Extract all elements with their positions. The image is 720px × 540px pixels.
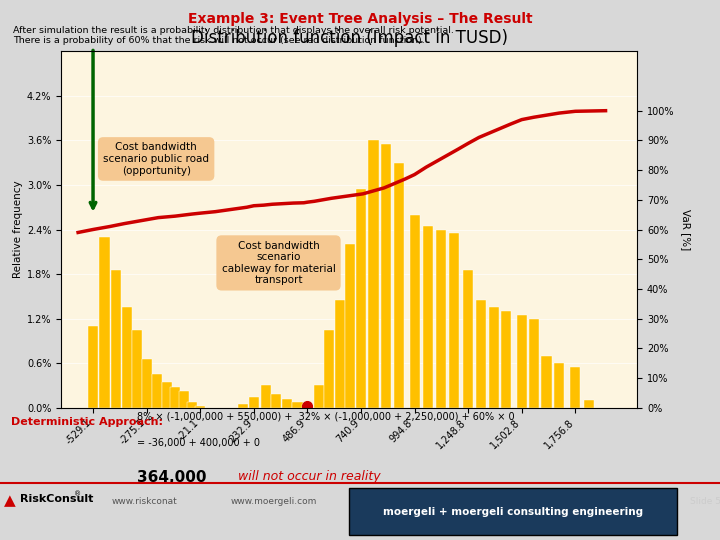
Bar — [394, 163, 404, 408]
Bar — [111, 271, 121, 408]
Text: ▲: ▲ — [4, 494, 15, 509]
Bar — [282, 399, 292, 408]
Bar — [423, 226, 433, 408]
Bar — [313, 386, 324, 408]
Bar — [476, 300, 486, 408]
Text: Slide 53: Slide 53 — [690, 497, 720, 507]
Bar — [122, 307, 132, 408]
Bar — [356, 188, 366, 408]
Bar — [381, 144, 391, 408]
Bar — [335, 300, 345, 408]
FancyBboxPatch shape — [349, 488, 677, 536]
Bar — [584, 400, 594, 408]
Bar — [463, 271, 473, 408]
Text: After simulation the result is a probability distribution that displays the over: After simulation the result is a probabi… — [13, 26, 454, 35]
Bar — [271, 394, 282, 408]
Bar — [302, 404, 312, 408]
Bar — [345, 244, 355, 408]
Bar — [501, 311, 511, 408]
Text: Cost bandwidth
scenario
cableway for material
transport: Cost bandwidth scenario cableway for mat… — [222, 240, 336, 285]
Bar — [410, 214, 420, 408]
Bar — [570, 367, 580, 408]
Bar — [261, 386, 271, 408]
Text: ®: ® — [74, 492, 81, 498]
Text: There is a probability of 60% that the risk will not occur (see red distribution: There is a probability of 60% that the r… — [13, 36, 425, 45]
Bar — [324, 330, 334, 408]
Text: www.riskconat: www.riskconat — [112, 497, 177, 507]
Title: Distribution function (Impact in TUSD): Distribution function (Impact in TUSD) — [191, 29, 508, 47]
Text: moergeli + moergeli consulting engineering: moergeli + moergeli consulting engineeri… — [383, 507, 644, 517]
Text: Cost bandwidth
scenario public road
(opportunity): Cost bandwidth scenario public road (opp… — [103, 143, 209, 176]
Bar — [99, 237, 109, 408]
Text: = -36,000 + 400,000 + 0: = -36,000 + 400,000 + 0 — [137, 438, 260, 448]
Text: Example 3: Event Tree Analysis – The Result: Example 3: Event Tree Analysis – The Res… — [188, 12, 532, 26]
Bar — [88, 326, 98, 408]
Text: 8% × (-1,000,000 + 550,000) +  32% × (-1,000,000 + 2,250,000) + 60% × 0: 8% × (-1,000,000 + 550,000) + 32% × (-1,… — [137, 411, 514, 422]
Y-axis label: Relative frequency: Relative frequency — [13, 181, 23, 278]
Bar — [142, 360, 152, 408]
Bar — [449, 233, 459, 408]
Text: will not occur in reality: will not occur in reality — [230, 470, 381, 483]
Bar — [369, 140, 379, 408]
Bar — [517, 315, 527, 408]
Bar — [528, 319, 539, 408]
Bar — [187, 402, 197, 408]
Bar — [554, 363, 564, 408]
Bar — [541, 356, 552, 408]
Y-axis label: VaR [%]: VaR [%] — [681, 209, 691, 250]
Bar — [161, 382, 172, 408]
Bar — [489, 307, 499, 408]
Bar — [436, 230, 446, 408]
Text: 364,000: 364,000 — [137, 470, 207, 485]
Text: www.moergeli.com: www.moergeli.com — [230, 497, 317, 507]
Bar — [179, 392, 189, 408]
Bar — [132, 330, 143, 408]
Text: Deterministic Approach:: Deterministic Approach: — [11, 417, 163, 427]
Bar — [248, 396, 259, 408]
Bar — [170, 387, 180, 408]
Bar — [195, 406, 205, 408]
Bar — [238, 404, 248, 408]
Text: RiskConsult: RiskConsult — [20, 494, 94, 503]
Bar — [292, 402, 302, 408]
Bar — [152, 374, 162, 408]
